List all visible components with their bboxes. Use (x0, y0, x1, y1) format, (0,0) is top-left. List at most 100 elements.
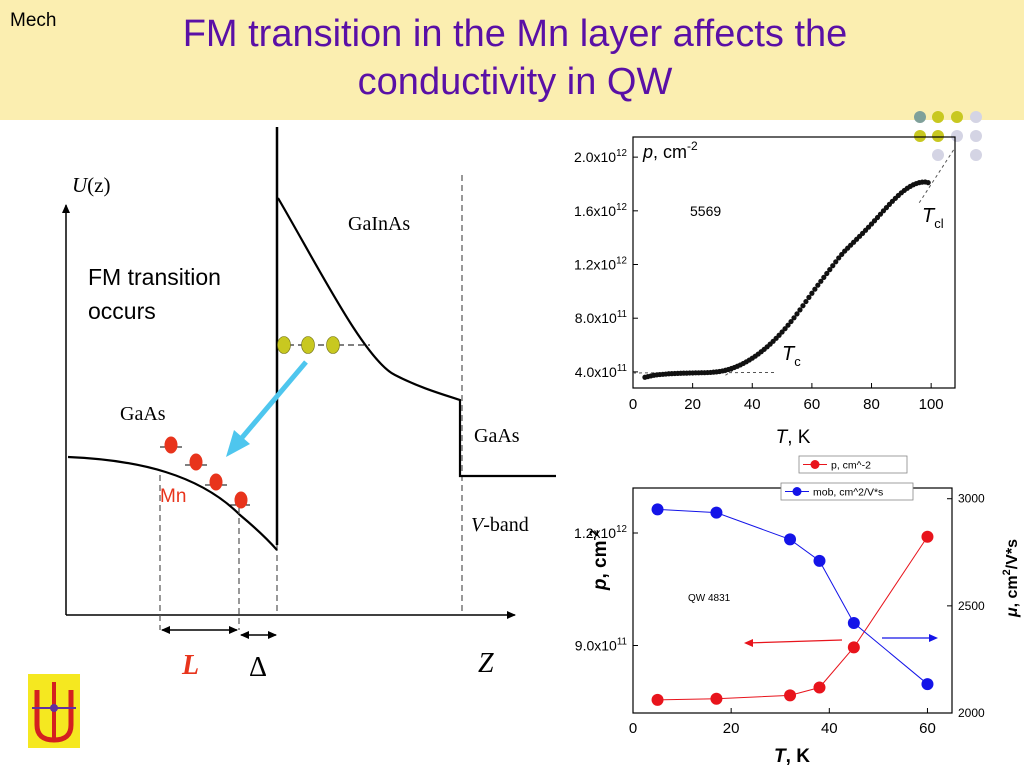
diagram-x-label: Z (478, 648, 494, 679)
series-point-left (710, 692, 723, 705)
x-tick-label: 60 (804, 396, 821, 413)
chart-carrier-density: 0 20 40 60 80 1004.0x10118.0x10111.2x10121.6x… (574, 136, 956, 448)
y-right-tick-label: 3000 (958, 492, 985, 506)
y-axis-label: p, cm-2 (642, 139, 698, 162)
annotation-subscript: cl (934, 216, 944, 231)
y-axis-label-part: , cm (653, 142, 687, 162)
y-left-axis-label-part: -2 (587, 530, 601, 541)
data-point (833, 259, 839, 265)
y-tick-label-exponent: 12 (616, 202, 627, 213)
sample-label: 5569 (690, 203, 721, 219)
series-point-left (921, 530, 934, 543)
x-axis-label-part: , K (786, 746, 811, 767)
series-point-right (813, 554, 826, 567)
x-tick-label: 60 (919, 720, 936, 737)
annotation-symbol: T (782, 343, 796, 365)
y-right-tick-label: 2500 (958, 599, 985, 613)
y-tick-label-exponent: 11 (617, 309, 627, 320)
series-point-left (847, 641, 860, 654)
data-point (821, 274, 827, 280)
data-point (836, 255, 842, 261)
y-right-axis-label: μ, cm2/V*s (1001, 539, 1021, 618)
y-right-tick-label: 2000 (958, 706, 985, 720)
y-right-axis-label-part: /V*s (1004, 539, 1021, 569)
y-tick-label-mantissa: 2.0x10 (574, 149, 616, 165)
series-point-right (710, 506, 723, 519)
legend-box (780, 482, 914, 501)
data-point (782, 326, 788, 332)
data-point (812, 286, 818, 292)
layer-label-gaas-right: GaAs (474, 425, 520, 447)
series-point-right (651, 503, 664, 516)
series-point-left (784, 689, 797, 702)
gaas-band-curve (67, 455, 278, 551)
y-left-tick-label-mantissa: 1.2x10 (574, 525, 616, 541)
y-tick-label-mantissa: 4.0x10 (575, 364, 617, 380)
l-label: L (181, 650, 199, 681)
series-point-right (847, 617, 860, 629)
series-point-right (784, 533, 797, 546)
y-left-axis-label-part: , cm (590, 541, 611, 579)
data-point (797, 307, 803, 313)
plot-frame (632, 136, 956, 389)
legend-box (798, 455, 908, 474)
series-line-right (657, 508, 928, 685)
legend-label: p, cm^-2 (831, 460, 871, 472)
annotation-subscript: c (794, 354, 801, 369)
carrier-dot (277, 336, 291, 354)
diagram-y-label: U(z) (72, 173, 110, 197)
y-tick-label-exponent: 12 (616, 256, 627, 267)
data-point (788, 318, 794, 325)
x-tick-label: 20 (723, 720, 740, 737)
legend-label: mob, cm^2/V*s (813, 487, 883, 499)
y-right-axis-label-part: , cm (1004, 575, 1021, 607)
y-tick-label: 1.6x1012 (574, 202, 627, 219)
mn-atom (234, 491, 248, 509)
x-tick-label: 40 (744, 396, 761, 413)
legend-marker (810, 460, 820, 469)
data-point (800, 303, 806, 309)
tcl-guide-line (918, 147, 956, 204)
header-band: Mech FM transition in the Mn layer affec… (0, 0, 1024, 120)
y-tick-label-exponent: 12 (616, 148, 627, 159)
carrier-dot (301, 336, 315, 354)
band-label-rest: -band (483, 514, 529, 536)
y-left-tick-label: 1.2x1012 (574, 524, 627, 541)
band-label: V-band (471, 514, 529, 536)
left-axis-indicator-arrow (745, 639, 843, 644)
y-tick-label-mantissa: 1.6x10 (574, 203, 616, 219)
data-point (815, 282, 821, 288)
y-left-tick-label-exponent: 12 (616, 524, 627, 535)
y-tick-label-mantissa: 8.0x10 (575, 310, 617, 326)
y-left-tick-label-mantissa: 9.0x10 (575, 638, 617, 654)
slide-title: FM transition in the Mn layer affects th… (100, 10, 930, 106)
gainas-band-curve (277, 197, 556, 478)
x-axis-label-part: T (774, 746, 787, 767)
data-point (874, 214, 881, 221)
title-line-2: conductivity in QW (357, 61, 673, 103)
layer-label-gaas-left: GaAs (120, 403, 166, 425)
x-tick-label: 80 (863, 396, 880, 413)
x-tick-label: 40 (821, 720, 838, 737)
data-point (925, 180, 931, 186)
y-right-axis-label-part: 2 (1001, 569, 1013, 575)
layer-label-gainas: GaInAs (348, 213, 410, 235)
mn-atom (164, 436, 178, 454)
y-tick-label: 1.2x1012 (574, 256, 627, 273)
y-left-tick-label-exponent: 11 (617, 637, 627, 648)
mn-atom (209, 473, 223, 491)
y-axis-label-part: -2 (687, 139, 698, 153)
dot-grid-icon (914, 111, 982, 161)
data-point (809, 290, 815, 296)
series-point-left (651, 693, 664, 706)
mn-impurities (160, 436, 250, 509)
section-tag: Mech (10, 10, 57, 31)
data-point (794, 311, 800, 317)
data-point (818, 278, 824, 284)
y-axis-label-part: p (642, 142, 653, 162)
diagram-y-label-arg: (z) (87, 173, 110, 197)
carrier-dot (326, 336, 340, 354)
data-point (877, 211, 884, 217)
y-right-axis-label-part: μ (1004, 607, 1021, 618)
